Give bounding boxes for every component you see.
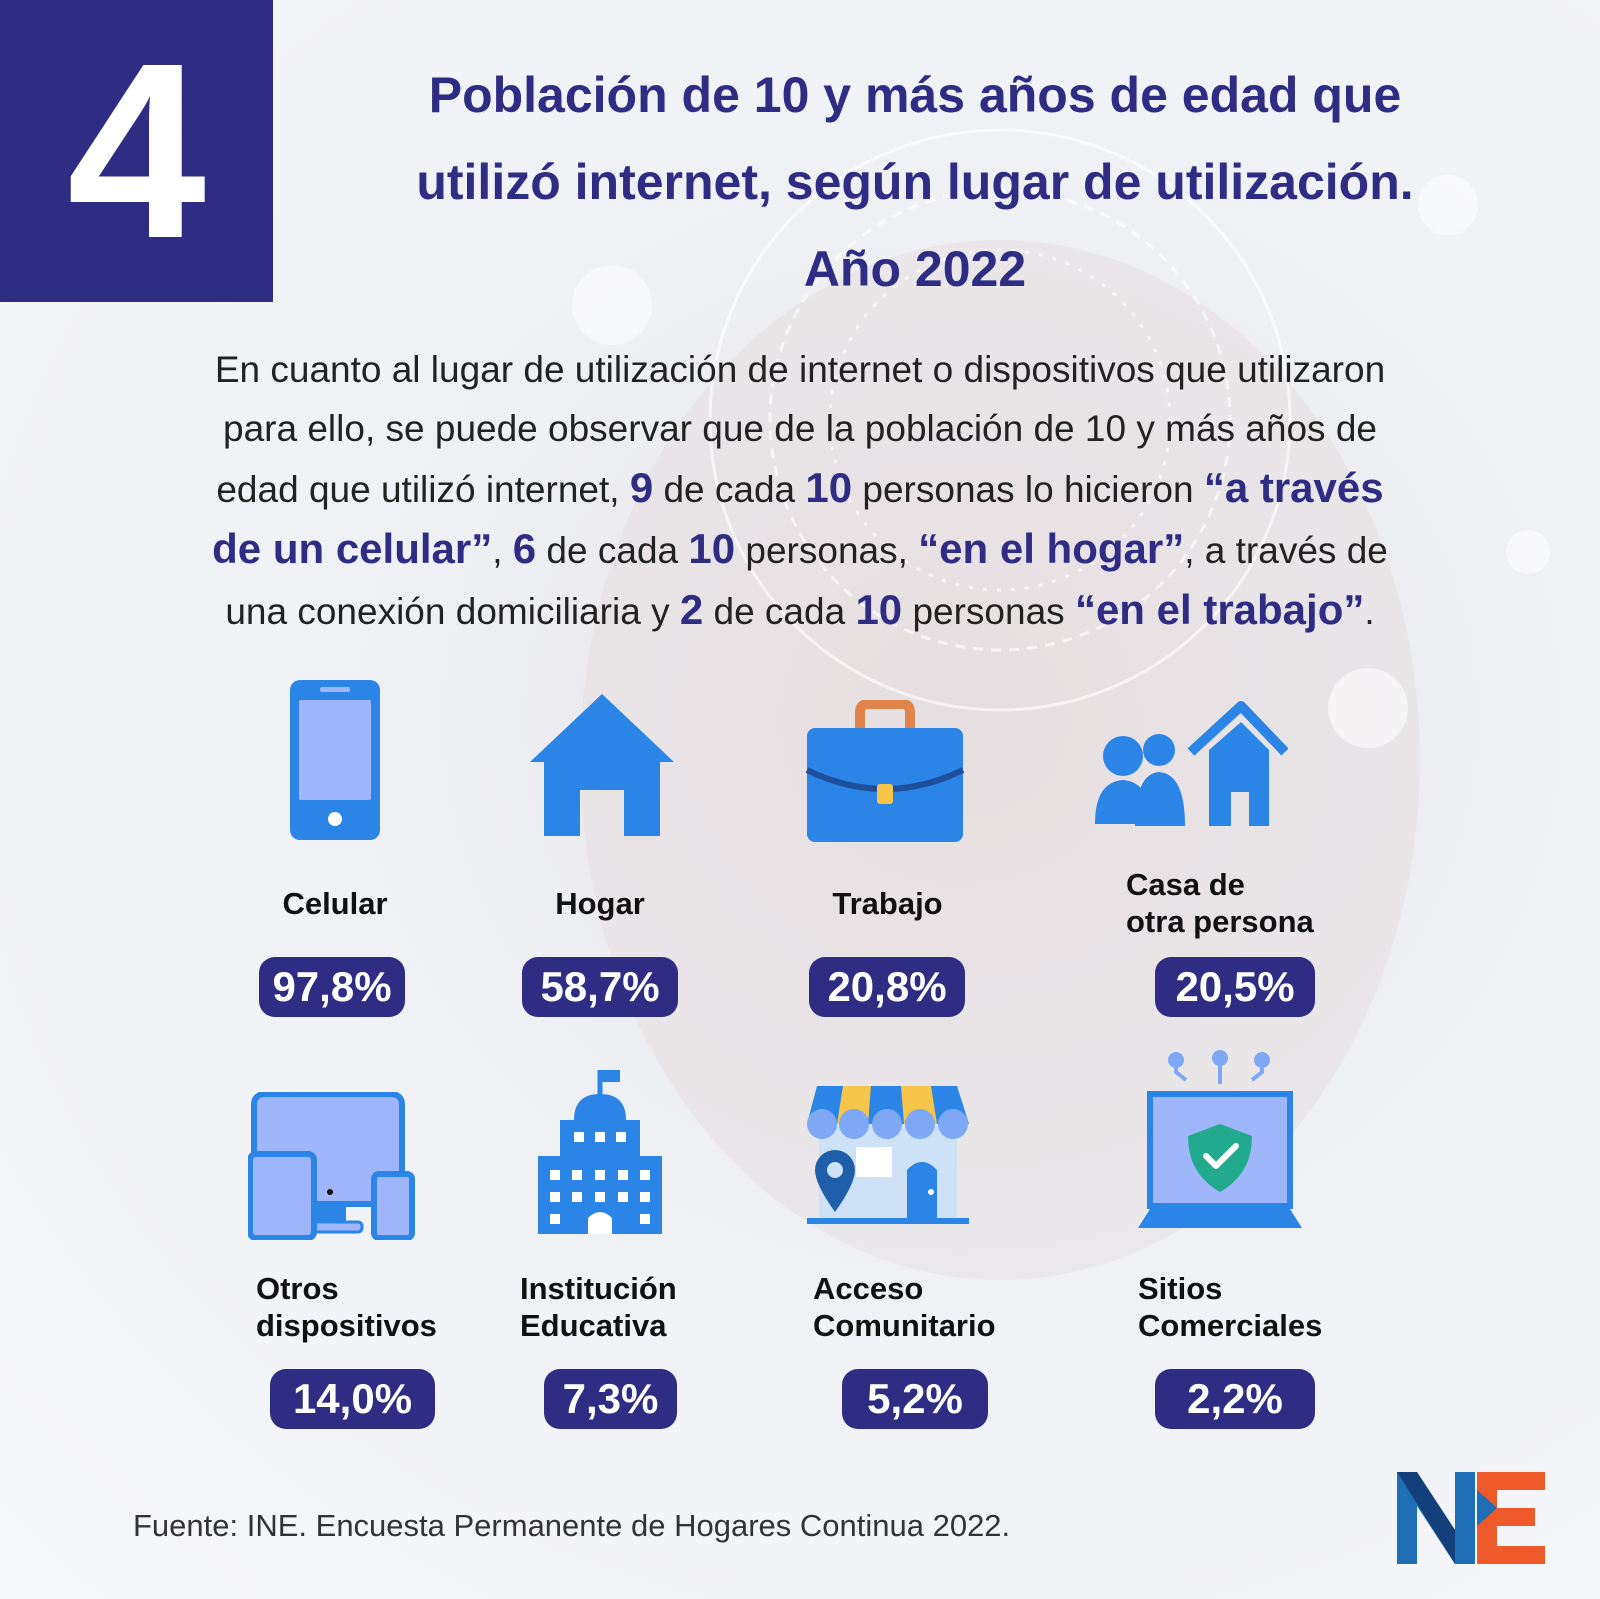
title-line-1: Población de 10 y más años de edad que (428, 67, 1402, 123)
storefront-location-icon (807, 1086, 969, 1224)
school-building-icon (538, 1070, 662, 1234)
title-line-2: utilizó internet, según lugar de utiliza… (416, 154, 1414, 210)
value-badge-sitios-comerciales: 2,2% (1155, 1369, 1315, 1429)
label-line: dispositivos (256, 1308, 437, 1343)
highlight: “a través (1203, 464, 1384, 511)
label-institucion-educativa: Institución Educativa (520, 1270, 750, 1344)
laptop-shield-icon (1138, 1050, 1302, 1228)
highlight: 2 (679, 586, 704, 633)
text-segment: una conexión domiciliaria y (225, 591, 680, 632)
highlight: “en el trabajo” (1074, 586, 1365, 633)
people-house-icon (1095, 701, 1288, 826)
devices-icon (248, 1092, 415, 1240)
label-otros-dispositivos: Otros dispositivos (256, 1270, 486, 1344)
smartphone-icon (290, 680, 380, 840)
label-line: otra persona (1126, 904, 1314, 939)
home-icon (530, 694, 674, 836)
label-line: Otros (256, 1271, 339, 1306)
label-casa-otra-persona: Casa de otra persona (1126, 866, 1366, 940)
text-segment: personas (902, 591, 1075, 632)
highlight: 10 (688, 525, 736, 572)
text-segment: , (492, 530, 513, 571)
description-paragraph: En cuanto al lugar de utilización de int… (80, 340, 1520, 641)
paragraph-line-3: edad que utilizó internet, 9 de cada 10 … (80, 458, 1520, 519)
label-line: Casa de (1126, 867, 1245, 902)
highlight: “en el hogar” (918, 525, 1185, 572)
value-badge-trabajo: 20,8% (809, 957, 965, 1017)
value-badge-institucion-educativa: 7,3% (544, 1369, 677, 1429)
briefcase-icon (805, 700, 965, 842)
highlight: 9 (629, 464, 654, 511)
label-acceso-comunitario: Acceso Comunitario (813, 1270, 1043, 1344)
highlight: de un celular” (212, 525, 493, 572)
label-hogar: Hogar (520, 885, 680, 922)
paragraph-line-1: En cuanto al lugar de utilización de int… (214, 349, 1386, 390)
highlight: 6 (512, 525, 537, 572)
label-line: Trabajo (832, 886, 943, 921)
text-segment: personas, (735, 530, 919, 571)
value-badge-hogar: 58,7% (522, 957, 678, 1017)
value-badge-celular: 97,8% (259, 957, 405, 1017)
highlight: 10 (855, 586, 903, 633)
value-badge-casa-otra-persona: 20,5% (1155, 957, 1315, 1017)
label-line: Sitios (1138, 1271, 1223, 1306)
label-line: Acceso (813, 1271, 924, 1306)
section-number: 4 (66, 11, 207, 290)
text-segment: . (1364, 591, 1375, 632)
paragraph-line-4: de un celular”, 6 de cada 10 personas, “… (80, 519, 1520, 580)
label-trabajo: Trabajo (805, 885, 970, 922)
label-sitios-comerciales: Sitios Comerciales (1138, 1270, 1368, 1344)
text-segment: de cada (536, 530, 689, 571)
paragraph-line-2: para ello, se puede observar que de la p… (223, 408, 1377, 449)
section-number-box: 4 (0, 0, 273, 302)
text-segment: de cada (653, 469, 806, 510)
highlight: 10 (805, 464, 853, 511)
text-segment: , a través de (1184, 530, 1388, 571)
label-line: Educativa (520, 1308, 667, 1343)
text-segment: edad que utilizó internet, (216, 469, 630, 510)
paragraph-line-5: una conexión domiciliaria y 2 de cada 10… (80, 580, 1520, 641)
value-badge-acceso-comunitario: 5,2% (842, 1369, 988, 1429)
value-badge-otros-dispositivos: 14,0% (270, 1369, 435, 1429)
source-note: Fuente: INE. Encuesta Permanente de Hoga… (133, 1508, 1011, 1543)
label-line: Celular (282, 886, 388, 921)
page-title: Población de 10 y más años de edad que u… (330, 52, 1500, 313)
text-segment: personas lo hicieron (852, 469, 1204, 510)
label-line: Comerciales (1138, 1308, 1323, 1343)
label-celular: Celular (255, 885, 415, 922)
label-line: Hogar (555, 886, 645, 921)
label-line: Institución (520, 1271, 677, 1306)
text-segment: de cada (703, 591, 856, 632)
label-line: Comunitario (813, 1308, 996, 1343)
title-line-3: Año 2022 (803, 241, 1027, 297)
ine-logo (1397, 1472, 1545, 1564)
